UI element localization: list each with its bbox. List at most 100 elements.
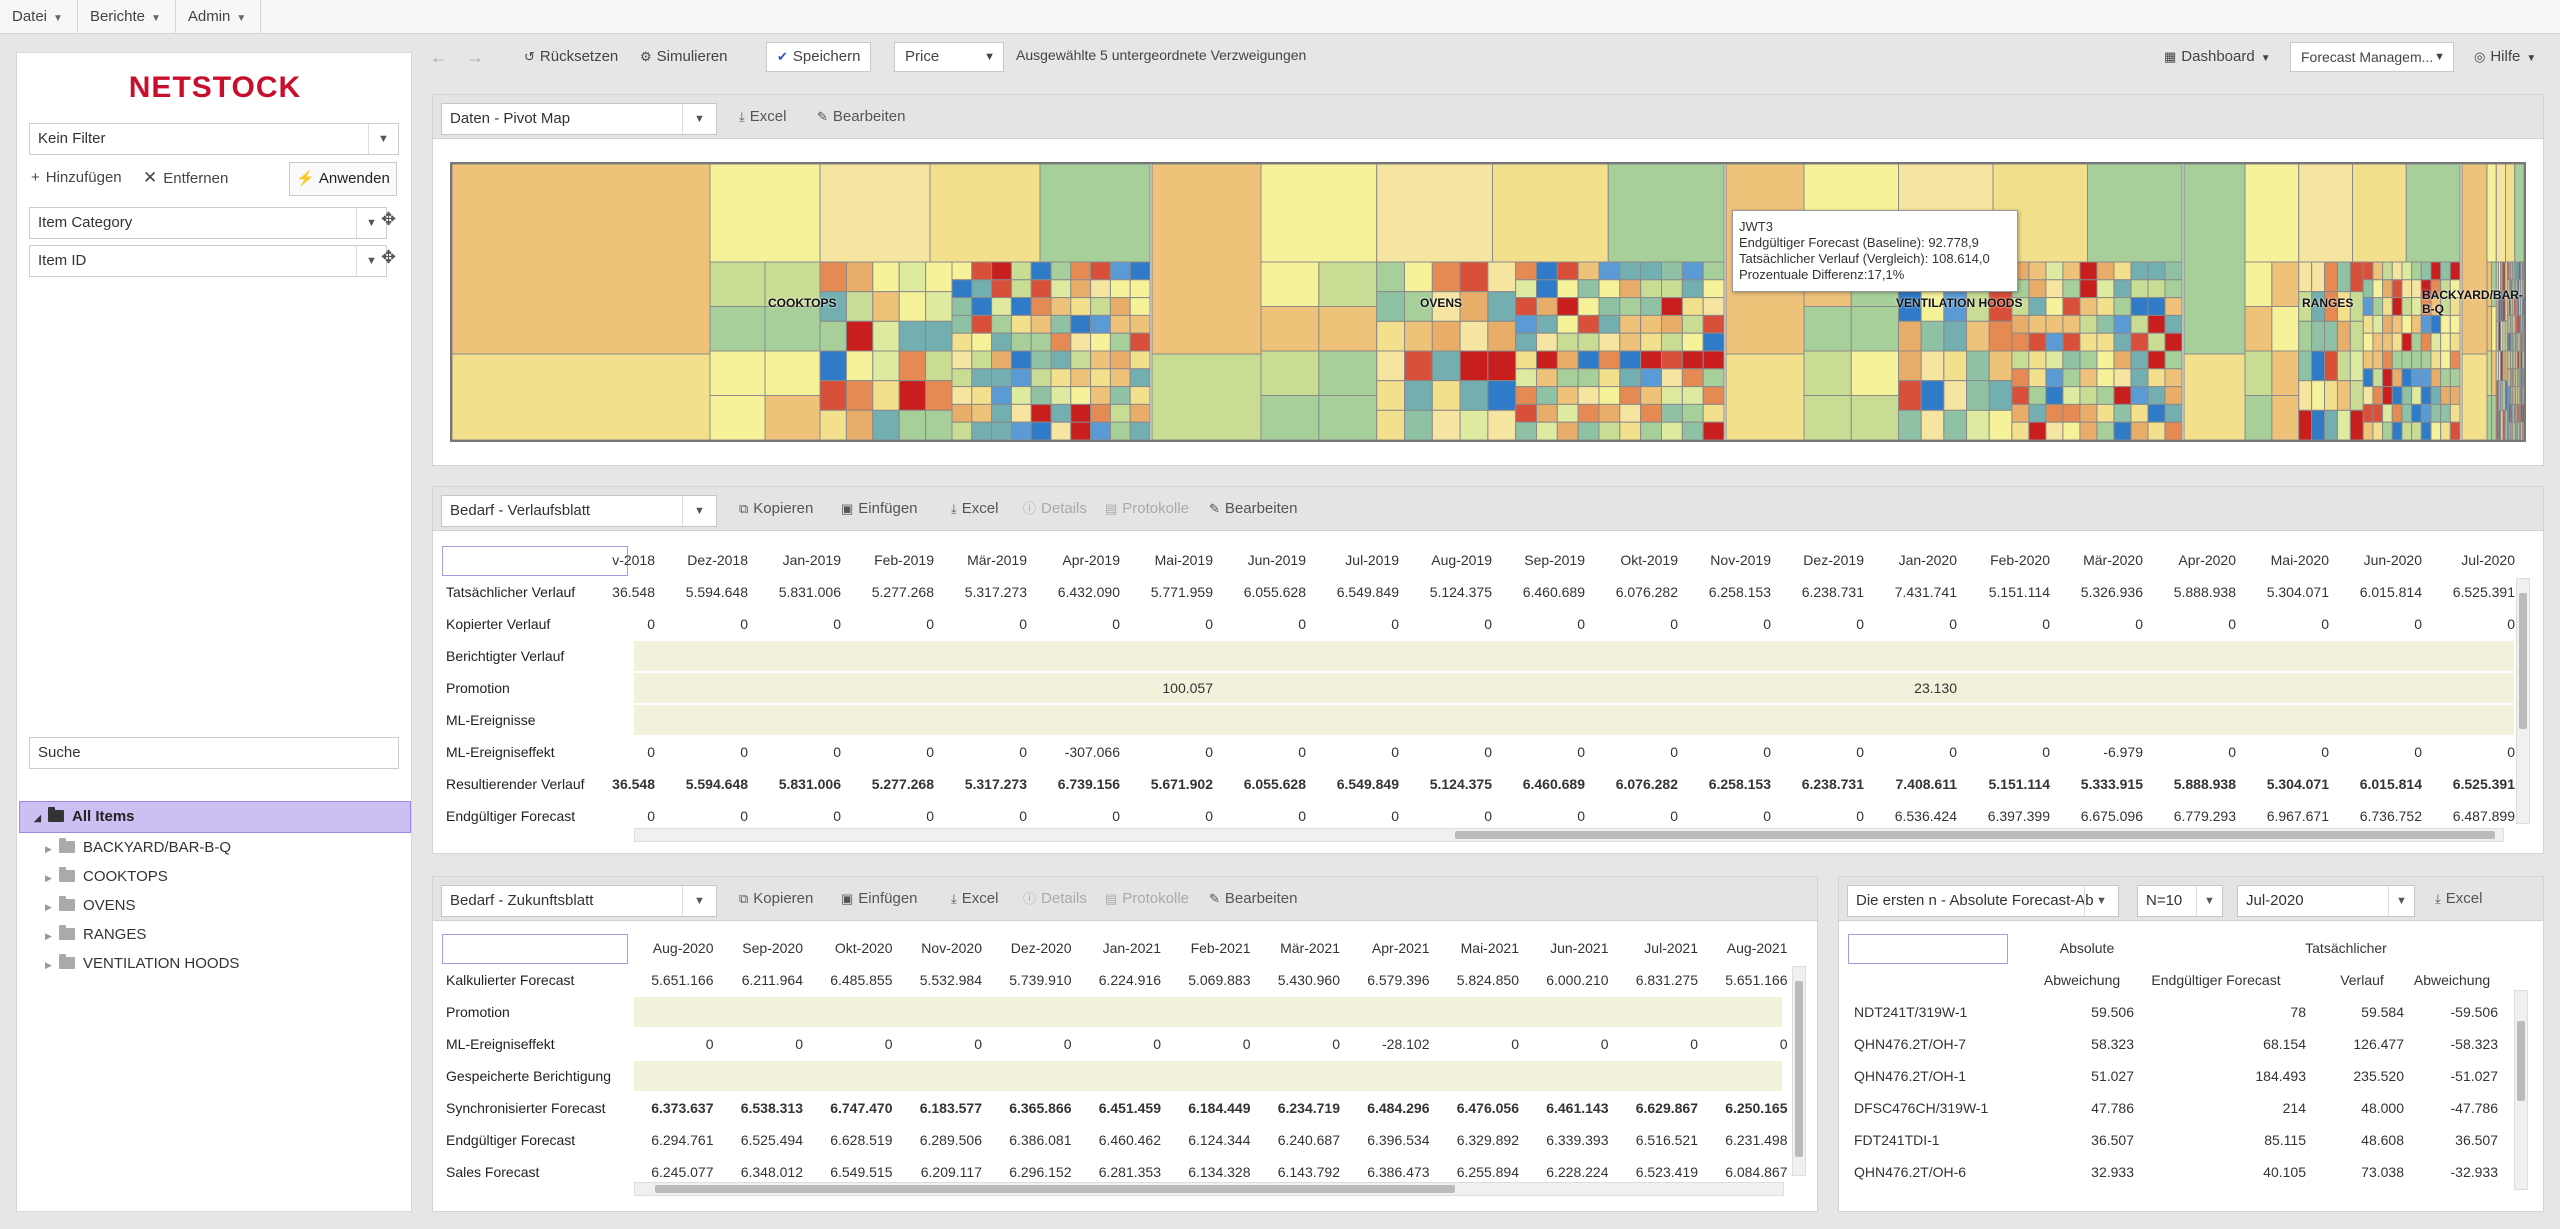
treemap-cell[interactable] bbox=[2130, 314, 2149, 334]
treemap-cell[interactable] bbox=[2420, 386, 2432, 405]
chevron-right-icon[interactable]: ▶ bbox=[45, 844, 52, 854]
treemap-cell[interactable] bbox=[2411, 314, 2422, 334]
treemap-cell[interactable] bbox=[2130, 403, 2149, 423]
help-menu[interactable]: ◎ Hilfe ▼ bbox=[2474, 44, 2536, 72]
treemap-cell[interactable] bbox=[1515, 279, 1537, 299]
treemap-cell[interactable] bbox=[2244, 164, 2300, 263]
treemap-cell[interactable] bbox=[1376, 320, 1406, 352]
treemap-cell[interactable] bbox=[1109, 386, 1131, 405]
treemap-cell[interactable] bbox=[2011, 368, 2030, 388]
treemap-cell[interactable] bbox=[819, 380, 847, 411]
treemap-cell[interactable] bbox=[925, 409, 953, 440]
treemap-cell[interactable] bbox=[1459, 350, 1489, 382]
treemap-cell[interactable] bbox=[819, 320, 847, 352]
treemap-cell[interactable] bbox=[1050, 332, 1072, 352]
treemap-cell[interactable] bbox=[1090, 421, 1111, 440]
treemap-cell[interactable] bbox=[1535, 332, 1558, 352]
treemap-cell[interactable] bbox=[951, 421, 973, 440]
treemap-cell[interactable] bbox=[2147, 421, 2166, 440]
menu-berichte[interactable]: Berichte ▼ bbox=[78, 0, 176, 34]
treemap-cell[interactable] bbox=[1619, 421, 1642, 440]
treemap-cell[interactable] bbox=[1090, 261, 1111, 281]
future-vscrollbar[interactable] bbox=[1792, 966, 1806, 1176]
treemap-cell[interactable] bbox=[1109, 421, 1131, 440]
scroll-thumb[interactable] bbox=[1795, 981, 1803, 1157]
treemap-cell[interactable] bbox=[2401, 421, 2413, 440]
treemap-cell[interactable] bbox=[1109, 368, 1131, 388]
treemap-cell[interactable] bbox=[2311, 380, 2326, 411]
treemap-cell[interactable] bbox=[898, 261, 927, 293]
excel-button[interactable]: ⤓ Excel bbox=[739, 108, 787, 125]
treemap-cell[interactable] bbox=[898, 409, 927, 440]
treemap-cell[interactable] bbox=[1556, 297, 1579, 316]
treemap-cell[interactable] bbox=[2401, 368, 2413, 388]
treemap-cell[interactable] bbox=[1943, 409, 1968, 440]
measure-select[interactable]: Price ▼ bbox=[894, 42, 1004, 72]
treemap-cell[interactable] bbox=[1988, 380, 2013, 411]
treemap-cell[interactable] bbox=[1598, 368, 1621, 388]
tree-node[interactable]: ▶ COOKTOPS bbox=[17, 862, 413, 891]
treemap-cell[interactable] bbox=[1803, 350, 1852, 396]
treemap-cell[interactable] bbox=[1030, 403, 1052, 423]
treemap-cell[interactable] bbox=[819, 350, 847, 382]
treemap-cell[interactable] bbox=[971, 421, 993, 440]
treemap-cell[interactable] bbox=[2362, 332, 2374, 352]
treemap-cell[interactable] bbox=[2430, 421, 2442, 440]
treemap-cell[interactable] bbox=[2079, 421, 2098, 440]
copy-button[interactable]: ⧉ Kopieren bbox=[739, 890, 814, 907]
treemap-cell[interactable] bbox=[2079, 314, 2098, 334]
treemap-cell[interactable] bbox=[2147, 314, 2166, 334]
history-hscrollbar[interactable] bbox=[634, 828, 2504, 842]
treemap-cell[interactable] bbox=[2113, 261, 2132, 281]
treemap-cell[interactable] bbox=[2449, 386, 2461, 405]
treemap-cell[interactable] bbox=[1030, 368, 1052, 388]
treemap-cell[interactable] bbox=[872, 261, 900, 293]
treemap-cell[interactable] bbox=[951, 314, 973, 334]
treemap-cell[interactable] bbox=[1577, 421, 1600, 440]
treemap-cell[interactable] bbox=[2440, 403, 2451, 423]
treemap-cell[interactable] bbox=[2391, 403, 2403, 423]
treemap-cell[interactable] bbox=[1459, 261, 1489, 293]
treemap-cell[interactable] bbox=[1640, 386, 1662, 405]
treemap-cell[interactable] bbox=[2311, 261, 2326, 293]
treemap-cell[interactable] bbox=[2096, 279, 2115, 299]
treemap-cell[interactable] bbox=[2045, 332, 2064, 352]
treemap-cell[interactable] bbox=[845, 350, 874, 382]
treemap-cell[interactable] bbox=[2045, 314, 2064, 334]
treemap-cell[interactable] bbox=[1988, 350, 2013, 382]
treemap-cell[interactable] bbox=[2062, 332, 2081, 352]
treemap-cell[interactable] bbox=[1681, 350, 1704, 370]
treemap-cell[interactable] bbox=[819, 164, 931, 263]
treemap-cell[interactable] bbox=[2130, 368, 2149, 388]
treemap-cell[interactable] bbox=[1898, 380, 1922, 411]
treemap-cell[interactable] bbox=[1260, 261, 1320, 307]
treemap-cell[interactable] bbox=[2324, 380, 2338, 411]
treemap-cell[interactable] bbox=[2062, 421, 2081, 440]
treemap-cell[interactable] bbox=[1090, 279, 1111, 299]
treemap-cell[interactable] bbox=[2113, 368, 2132, 388]
treemap-cell[interactable] bbox=[971, 350, 993, 370]
treemap-cell[interactable] bbox=[2401, 261, 2413, 281]
treemap-cell[interactable] bbox=[1260, 350, 1320, 396]
treemap-cell[interactable] bbox=[2298, 380, 2313, 411]
top-n-view-select[interactable]: Die ersten n - Absolute Forecast-Ab ▼ bbox=[1847, 885, 2119, 917]
treemap-cell[interactable] bbox=[1619, 386, 1642, 405]
treemap-cell[interactable] bbox=[1492, 164, 1609, 263]
treemap-cell[interactable] bbox=[2336, 350, 2351, 382]
dashboard-menu[interactable]: ▦ Dashboard ▼ bbox=[2164, 44, 2271, 72]
treemap-cell[interactable] bbox=[1702, 386, 1725, 405]
treemap-cell[interactable] bbox=[1943, 350, 1968, 382]
forward-arrow-icon[interactable]: → bbox=[466, 47, 484, 67]
treemap-cell[interactable] bbox=[2062, 261, 2081, 281]
treemap-cell[interactable] bbox=[2486, 395, 2493, 441]
treemap-cell[interactable] bbox=[2324, 409, 2338, 440]
treemap-cell[interactable] bbox=[1129, 279, 1151, 299]
treemap-cell[interactable] bbox=[819, 261, 847, 293]
treemap-cell[interactable] bbox=[2062, 279, 2081, 299]
treemap-cell[interactable] bbox=[971, 403, 993, 423]
treemap-cell[interactable] bbox=[1010, 421, 1032, 440]
treemap-cell[interactable] bbox=[2113, 421, 2132, 440]
treemap-cell[interactable] bbox=[2420, 350, 2432, 370]
treemap-cell[interactable] bbox=[991, 279, 1012, 299]
treemap-cell[interactable] bbox=[1681, 297, 1704, 316]
